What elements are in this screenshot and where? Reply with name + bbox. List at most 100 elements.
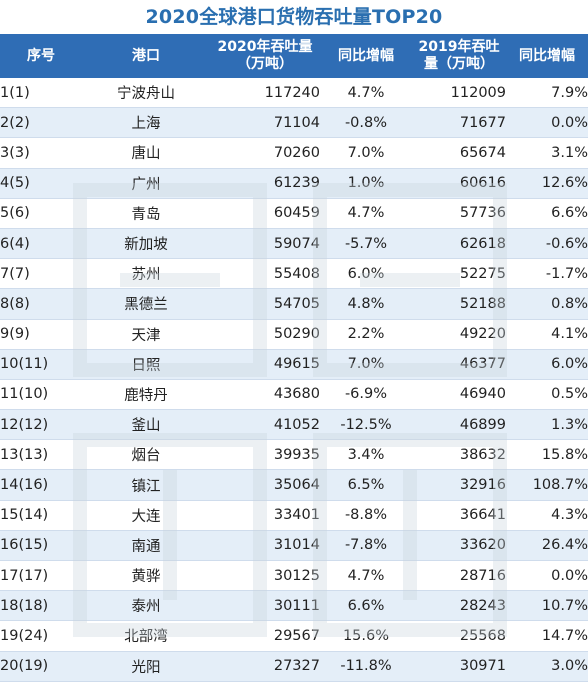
col-header-port: 港口 [82, 34, 210, 78]
cell-port: 镇江 [82, 469, 210, 501]
cell-yoy2020: 7.0% [320, 349, 412, 380]
cell-yoy2020: -7.8% [320, 530, 412, 562]
cell-tp2019: 36641 [412, 500, 506, 531]
table-row: 8(8) 黑德兰 54705 4.8% 52188 0.8% [0, 288, 588, 320]
cell-yoy2020: -5.7% [320, 228, 412, 260]
cell-rank: 11(10) [0, 379, 82, 411]
table-row: 18(18) 泰州 30111 6.6% 28243 10.7% [0, 590, 588, 622]
cell-rank: 1(1) [0, 78, 82, 109]
cell-tp2020: 30111 [210, 590, 320, 622]
cell-rank: 14(16) [0, 469, 82, 501]
cell-yoy2019: 0.0% [506, 107, 588, 139]
cell-tp2019: 65674 [412, 137, 506, 169]
table-row: 7(7) 苏州 55408 6.0% 52275 -1.7% [0, 258, 588, 290]
cell-tp2020: 31014 [210, 530, 320, 562]
cell-yoy2020: 4.7% [320, 560, 412, 592]
cell-yoy2020: 6.0% [320, 258, 412, 290]
table-row: 19(24) 北部湾 29567 15.6% 25568 14.7% [0, 620, 588, 652]
table-row: 2(2) 上海 71104 -0.8% 71677 0.0% [0, 107, 588, 139]
cell-rank: 8(8) [0, 288, 82, 320]
cell-port: 鹿特丹 [82, 379, 210, 411]
cell-tp2019: 30971 [412, 651, 506, 682]
cell-tp2020: 60459 [210, 198, 320, 229]
cell-yoy2019: 4.1% [506, 319, 588, 350]
cell-yoy2019: 15.8% [506, 439, 588, 471]
cell-yoy2020: 1.0% [320, 168, 412, 199]
cell-rank: 6(4) [0, 228, 82, 260]
cell-yoy2020: 4.8% [320, 288, 412, 320]
cell-port: 上海 [82, 107, 210, 139]
cell-tp2020: 39935 [210, 439, 320, 471]
cell-tp2019: 49220 [412, 319, 506, 350]
cell-rank: 5(6) [0, 198, 82, 229]
cell-tp2020: 35064 [210, 469, 320, 501]
cell-port: 光阳 [82, 651, 210, 682]
cell-tp2019: 52188 [412, 288, 506, 320]
cell-yoy2019: 6.6% [506, 198, 588, 229]
col-header-yoy2019: 同比增幅 [506, 34, 588, 78]
table-row: 3(3) 唐山 70260 7.0% 65674 3.1% [0, 137, 588, 169]
cell-yoy2020: 2.2% [320, 319, 412, 350]
ranking-table: 序号 港口 2020年吞吐量（万吨） 同比增幅 2019年吞吐量（万吨） 同比增… [0, 34, 588, 682]
cell-port: 釜山 [82, 409, 210, 441]
cell-tp2019: 46377 [412, 349, 506, 380]
cell-tp2020: 33401 [210, 500, 320, 531]
table-body: 1(1) 宁波舟山 117240 4.7% 112009 7.9% 2(2) 上海 71104-… [0, 78, 588, 682]
cell-tp2020: 50290 [210, 319, 320, 350]
cell-port: 新加坡 [82, 228, 210, 260]
table-row: 13(13) 烟台 39935 3.4% 38632 15.8% [0, 439, 588, 471]
cell-tp2019: 71677 [412, 107, 506, 139]
cell-yoy2020: -6.9% [320, 379, 412, 411]
table-row: 15(14) 大连 33401 -8.8% 36641 4.3% [0, 500, 588, 531]
cell-yoy2019: 10.7% [506, 590, 588, 622]
cell-port: 泰州 [82, 590, 210, 622]
col-header-tp2019: 2019年吞吐量（万吨） [412, 34, 506, 78]
table-row: 11(10) 鹿特丹 43680 -6.9% 46940 0.5% [0, 379, 588, 411]
cell-port: 北部湾 [82, 620, 210, 652]
table-row: 16(15) 南通 31014 -7.8% 33620 26.4% [0, 530, 588, 562]
cell-rank: 3(3) [0, 137, 82, 169]
cell-yoy2020: -0.8% [320, 107, 412, 139]
cell-port: 黑德兰 [82, 288, 210, 320]
cell-port: 大连 [82, 500, 210, 531]
cell-tp2019: 52275 [412, 258, 506, 290]
cell-tp2020: 117240 [210, 78, 320, 109]
cell-rank: 10(11) [0, 349, 82, 380]
cell-tp2020: 49615 [210, 349, 320, 380]
cell-tp2020: 29567 [210, 620, 320, 652]
cell-tp2020: 27327 [210, 651, 320, 682]
table-row: 4(5) 广州 61239 1.0% 60616 12.6% [0, 168, 588, 199]
cell-tp2020: 54705 [210, 288, 320, 320]
cell-yoy2019: 4.3% [506, 500, 588, 531]
table-row: 14(16) 镇江 35064 6.5% 32916 108.7% [0, 469, 588, 501]
cell-yoy2019: 26.4% [506, 530, 588, 562]
cell-yoy2020: 4.7% [320, 78, 412, 109]
cell-rank: 16(15) [0, 530, 82, 562]
cell-yoy2020: 6.6% [320, 590, 412, 622]
cell-tp2020: 30125 [210, 560, 320, 592]
table-row: 10(11) 日照 49615 7.0% 46377 6.0% [0, 349, 588, 380]
cell-tp2019: 32916 [412, 469, 506, 501]
cell-yoy2020: -11.8% [320, 651, 412, 682]
cell-tp2020: 71104 [210, 107, 320, 139]
cell-yoy2020: 6.5% [320, 469, 412, 501]
cell-tp2019: 57736 [412, 198, 506, 229]
table-row: 1(1) 宁波舟山 117240 4.7% 112009 7.9% [0, 78, 588, 109]
cell-tp2019: 33620 [412, 530, 506, 562]
cell-port: 黄骅 [82, 560, 210, 592]
cell-rank: 15(14) [0, 500, 82, 531]
cell-tp2020: 61239 [210, 168, 320, 199]
cell-yoy2020: 3.4% [320, 439, 412, 471]
cell-port: 青岛 [82, 198, 210, 229]
cell-yoy2019: 3.1% [506, 137, 588, 169]
cell-yoy2019: 14.7% [506, 620, 588, 652]
cell-tp2019: 62618 [412, 228, 506, 260]
table-row: 9(9) 天津 50290 2.2% 49220 4.1% [0, 319, 588, 350]
table-row: 20(19) 光阳 27327 -11.8% 30971 3.0% [0, 651, 588, 682]
col-header-yoy2020: 同比增幅 [320, 34, 412, 78]
cell-port: 苏州 [82, 258, 210, 290]
cell-rank: 20(19) [0, 651, 82, 682]
cell-tp2020: 41052 [210, 409, 320, 441]
cell-yoy2019: 1.3% [506, 409, 588, 441]
cell-yoy2019: 12.6% [506, 168, 588, 199]
